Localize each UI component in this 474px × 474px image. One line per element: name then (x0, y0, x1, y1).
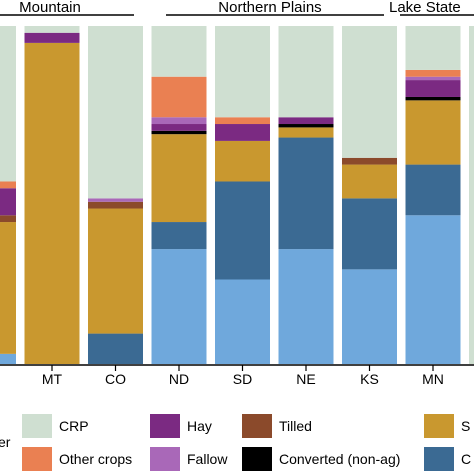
bar-segment-ND-3 (151, 130, 207, 135)
bar-segment-CO-6 (88, 198, 143, 202)
region-label: Mountain (19, 0, 81, 16)
bar-segment-MN-5 (405, 80, 461, 97)
bar-segment-NE-5 (278, 117, 334, 125)
bar-segment-ND-1 (151, 222, 207, 250)
bar-segment-ND-7 (151, 76, 207, 118)
bar-segment-MT-5 (24, 32, 80, 43)
bar-CO (88, 26, 143, 364)
legend-swatch-converted-non-ag- (242, 447, 272, 471)
x-tick-label: NE (296, 371, 315, 387)
x-tick-label: MN (422, 371, 444, 387)
bar-segment-KS-1 (342, 198, 397, 270)
x-axis: MT CO ND SD NE KS MN (0, 364, 474, 387)
x-tick-label: KS (360, 371, 379, 387)
bar-segment-MN-8 (405, 26, 461, 70)
bars (0, 26, 474, 365)
region-label: Lake State (389, 0, 461, 16)
x-tick-label: SD (233, 371, 252, 387)
bar-segment-partial-0-5 (0, 188, 16, 216)
bar-segment-SD-5 (215, 124, 270, 141)
bar-partial-0 (0, 26, 16, 364)
bar-segment-ND-0 (151, 249, 207, 364)
bar-segment-CO-8 (88, 26, 143, 199)
bar-MT (24, 26, 80, 365)
bar-segment-MN-7 (405, 69, 461, 77)
legend-label: Other crops (59, 451, 132, 467)
region-label: Northern Plains (218, 0, 321, 16)
legend-swatch-dark-blue (424, 447, 454, 471)
legend-label-fragment: S (461, 418, 470, 434)
bar-MN (405, 26, 461, 364)
bar-segment-SD-2 (215, 140, 270, 182)
bar-segment-NE-1 (278, 137, 334, 250)
legend-swatch-tilled (242, 414, 272, 438)
bar-segment-CO-4 (88, 201, 143, 209)
bar-segment-MT-2 (24, 42, 80, 365)
x-tick-label: ND (169, 371, 189, 387)
bar-segment-partial-0-7 (0, 181, 16, 189)
bar-segment-NE-3 (278, 124, 334, 128)
bar-segment-CO-2 (88, 208, 143, 334)
legend-label: Converted (non-ag) (279, 451, 400, 467)
bar-segment-partial-0-8 (0, 26, 16, 182)
bar-segment-KS-0 (342, 269, 397, 364)
bar-KS (342, 26, 397, 364)
bar-segment-MN-2 (405, 100, 461, 165)
bar-segment-SD-8 (215, 26, 270, 118)
legend-label: Tilled (279, 418, 312, 434)
legend: er CRP Other crops Hay Fallow Tilled Converted… (0, 414, 471, 471)
legend-swatch-hay (150, 414, 180, 438)
legend-swatch-gold (424, 414, 454, 438)
bar-segment-ND-8 (151, 26, 207, 77)
bar-segment-MN-3 (405, 96, 461, 101)
region-headers: Mountain Northern Plains Lake State (0, 0, 474, 16)
x-tick-label: MT (42, 371, 63, 387)
bar-segment-MN-1 (405, 164, 461, 216)
bar-segment-SD-0 (215, 279, 270, 364)
legend-label: Hay (187, 418, 212, 434)
x-tick-label: CO (105, 371, 126, 387)
bar-segment-KS-8 (342, 26, 397, 158)
bar-segment-NE-2 (278, 127, 334, 138)
bar-segment-partial-0-4 (0, 215, 16, 223)
legend-swatch-crp (22, 414, 52, 438)
bar-segment-partial-0-2 (0, 222, 16, 354)
legend-label: Fallow (187, 451, 228, 467)
bar-ND (151, 26, 207, 364)
bar-segment-CO-1 (88, 333, 143, 364)
legend-title-fragment: er (0, 434, 11, 450)
bar-partial-8 (469, 26, 474, 364)
bar-segment-SD-7 (215, 117, 270, 125)
bar-segment-SD-1 (215, 181, 270, 280)
legend-swatch-fallow (150, 447, 180, 471)
legend-swatch-other-crops (22, 447, 52, 471)
legend-label-fragment: C (461, 451, 471, 467)
bar-SD (215, 26, 270, 364)
bar-segment-NE-0 (278, 249, 334, 364)
legend-label: CRP (59, 418, 89, 434)
bar-segment-ND-2 (151, 134, 207, 223)
bar-segment-KS-2 (342, 164, 397, 199)
bar-segment-NE-8 (278, 26, 334, 118)
bar-segment-MN-6 (405, 76, 461, 81)
bar-segment-MT-8 (24, 26, 80, 33)
bar-segment-partial-0-0 (0, 353, 16, 364)
bar-NE (278, 26, 334, 364)
bar-segment-MN-0 (405, 215, 461, 364)
bar-segment-ND-5 (151, 124, 207, 131)
bar-segment-ND-6 (151, 117, 207, 125)
bar-segment-KS-4 (342, 157, 397, 165)
bar-segment-partial-8-8 (469, 26, 474, 364)
